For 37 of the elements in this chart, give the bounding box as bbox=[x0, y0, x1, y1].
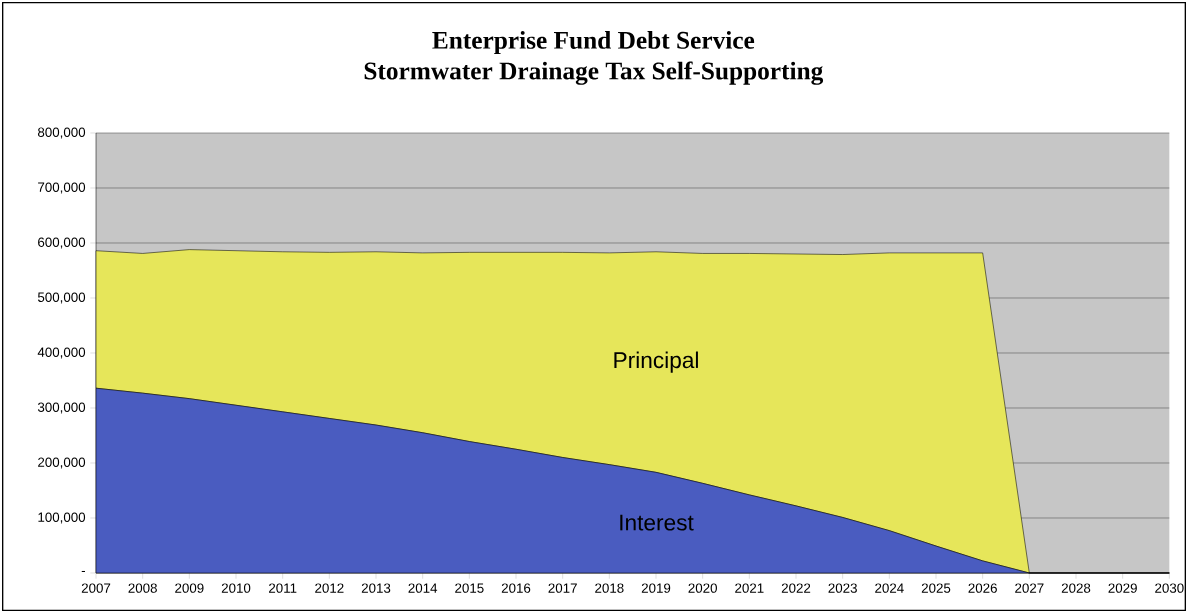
x-tick-label: 2023 bbox=[828, 583, 857, 593]
series-label: Interest bbox=[620, 514, 694, 531]
x-tick-label: 2012 bbox=[315, 583, 344, 593]
x-tick-label: 2010 bbox=[221, 583, 251, 593]
series-label: Principal bbox=[614, 351, 698, 373]
y-tick-label: 700,000 bbox=[38, 182, 86, 194]
x-tick-label: 2021 bbox=[735, 583, 764, 593]
x-tick-label: 2018 bbox=[595, 583, 624, 593]
y-tick-label: - bbox=[81, 570, 86, 572]
chart-subtitle: Stormwater Drainage Tax Self-Supporting bbox=[364, 61, 824, 85]
y-tick-label: 400,000 bbox=[37, 347, 86, 359]
x-tick-label: 2015 bbox=[455, 583, 484, 593]
y-tick-label: 500,000 bbox=[37, 292, 86, 304]
x-tick-label: 2029 bbox=[1108, 583, 1137, 593]
chart-title: Enterprise Fund Debt Service bbox=[432, 31, 755, 55]
x-tick-label: 2024 bbox=[875, 583, 904, 593]
x-tick-label: 2025 bbox=[921, 583, 951, 593]
x-tick-label: 2009 bbox=[175, 583, 204, 593]
y-tick-label: 800,000 bbox=[38, 127, 86, 139]
y-tick-label: 600,000 bbox=[38, 237, 86, 249]
x-tick-label: 2028 bbox=[1061, 583, 1091, 593]
x-tick-label: 2007 bbox=[81, 583, 111, 593]
x-tick-label: 2027 bbox=[1015, 583, 1044, 593]
x-tick-label: 2013 bbox=[361, 583, 391, 593]
y-tick-label: 100,000 bbox=[38, 512, 86, 524]
x-tick-label: 2017 bbox=[548, 583, 577, 593]
x-tick-label: 2011 bbox=[269, 583, 297, 593]
x-tick-label: 2019 bbox=[641, 583, 671, 593]
y-tick-label: 200,000 bbox=[38, 457, 86, 469]
x-tick-label: 2030 bbox=[1155, 583, 1184, 593]
x-tick-label: 2008 bbox=[128, 583, 157, 593]
x-tick-label: 2016 bbox=[501, 583, 531, 593]
x-tick-label: 2022 bbox=[781, 583, 811, 593]
x-tick-label: 2020 bbox=[688, 583, 717, 593]
y-tick-label: 300,000 bbox=[37, 402, 86, 414]
x-tick-label: 2014 bbox=[408, 583, 438, 593]
x-tick-label: 2026 bbox=[968, 583, 997, 593]
